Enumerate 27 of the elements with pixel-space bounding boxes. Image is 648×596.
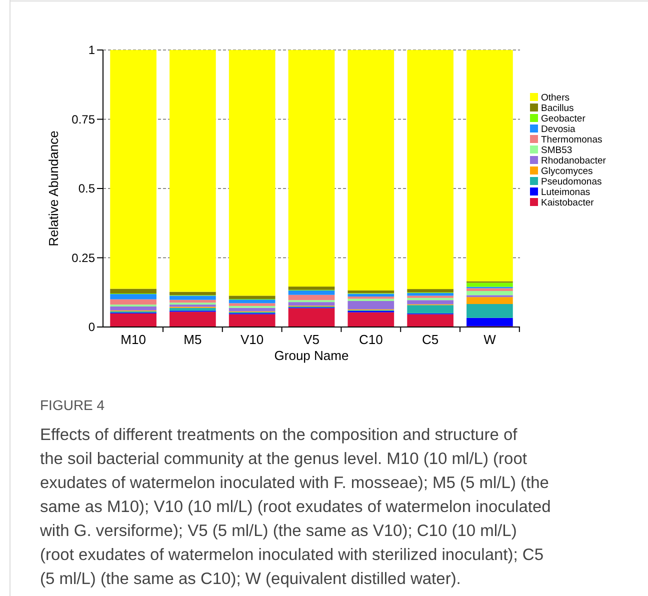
caption: FIGURE 4 [40,397,105,413]
legend-label: Glycomyces [541,166,593,177]
x-tick-label: V5 [304,332,320,347]
legend-label: Luteimonas [541,187,590,198]
legend-label: Rhodanobacter [541,156,606,166]
x-tick-label: M10 [120,332,146,347]
y-tick-label: 0.25 [72,250,96,265]
x-tick-label: V10 [240,332,264,347]
x-axis-title: Group Name [274,348,349,363]
legend-label: SMB53 [541,145,572,156]
legend-label: Thermomonas [541,134,602,146]
legend-label: Bacillus [541,103,574,114]
y-tick-label: 0.5 [78,182,96,196]
x-tick-label: C10 [358,332,383,347]
legend-label: Pseudomonas [541,176,602,188]
legend-label: Devosia [541,124,576,135]
y-tick-label: 0.75 [72,112,96,126]
legend-label: Others [541,92,570,104]
y-axis-title: Relative Abundance [46,130,61,246]
y-tick-label: 1 [88,43,96,58]
legend-label: Geobacter [541,114,586,124]
x-tick-label: M5 [184,332,202,347]
x-tick-label: C5 [422,332,439,347]
legend-label: Kaistobacter [541,198,594,208]
text: Effects of different treatments on the composition and structure of the soil bacterial community at the genus level. M10 (10 ml/L) (root exudates of watermelon inoculated with F. mosseae); M5 (5 ml/L) (the same as M10); V10 (10 ml/L) (root exudates of watermelon inoculated with G. versiforme); V5 (5 ml/L) (the same as V10); C10 (10 ml/L) (root exudates of watermelon inoculated with sterilized inoculant); C5 (5 ml/L) (the same as C10); W (equivalent distilled water). [39,426,551,588]
x-tick-label: W [484,332,497,347]
y-tick-label: 0 [88,320,96,334]
